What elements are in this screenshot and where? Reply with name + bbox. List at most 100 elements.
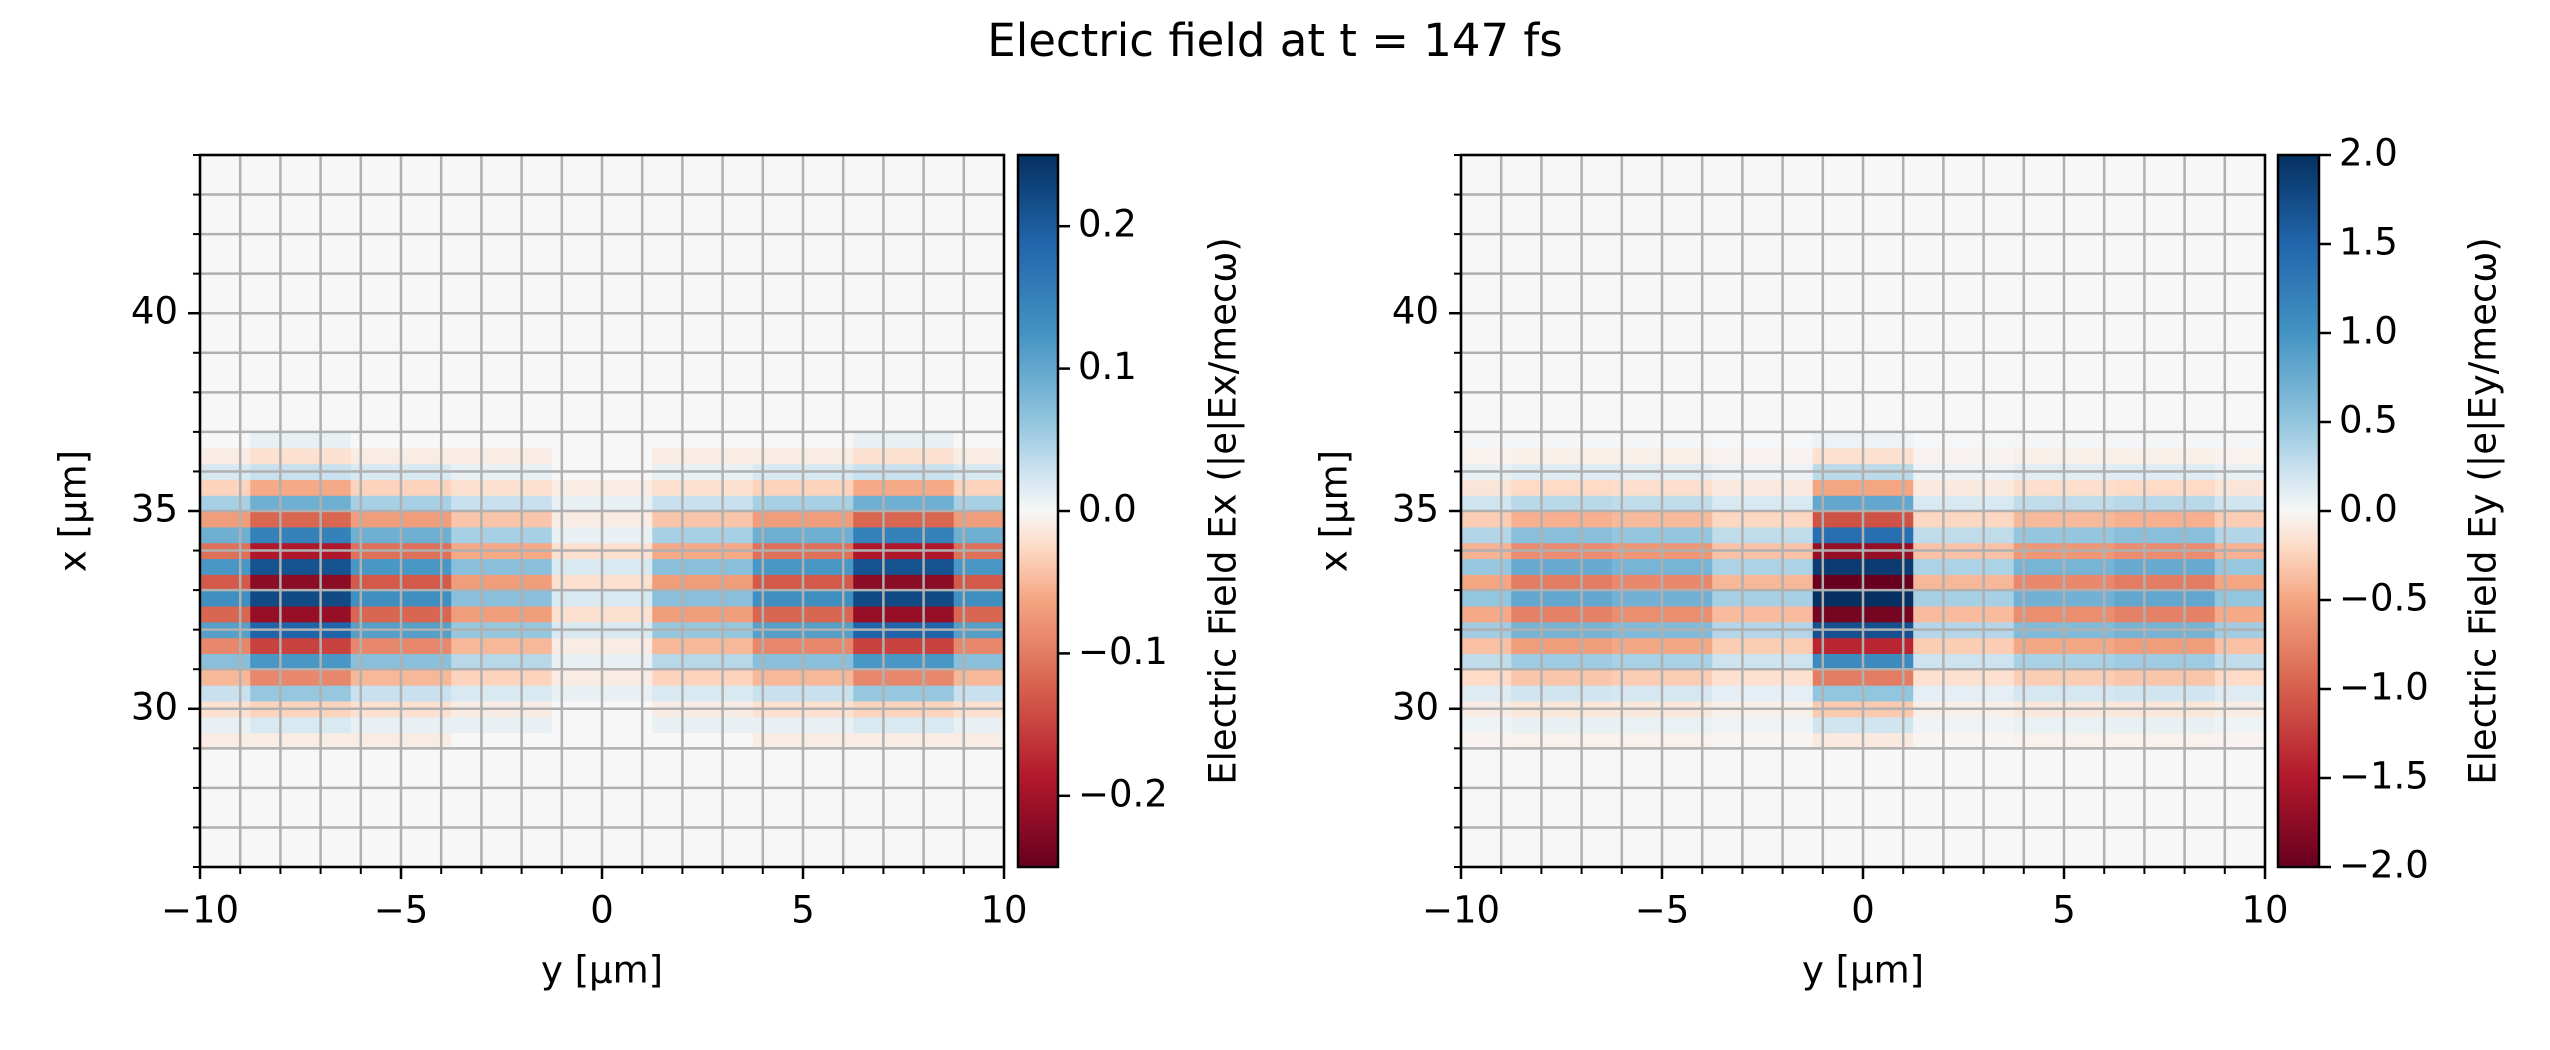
heatmap-cell xyxy=(200,558,251,575)
heatmap-cell xyxy=(1511,479,1613,496)
heatmap-cell xyxy=(2214,716,2265,734)
x-tick-label: 10 xyxy=(980,889,1027,932)
heatmap-cell xyxy=(1712,637,1814,654)
heatmap-cell xyxy=(200,669,251,686)
heatmap-cell xyxy=(652,511,754,528)
heatmap-cell xyxy=(1461,605,1512,623)
heatmap-cell xyxy=(250,558,352,575)
heatmap-cell xyxy=(1712,716,1814,734)
colorbar-tick-label: 0.0 xyxy=(1078,488,1137,531)
heatmap-cell xyxy=(1461,511,1512,528)
figure-title: Electric field at t = 147 fs xyxy=(987,14,1562,67)
y-tick-label: 35 xyxy=(131,488,178,531)
colorbar-tick-label: 0.5 xyxy=(2339,399,2398,442)
x-axis-label: y [µm] xyxy=(541,949,663,992)
heatmap-cell xyxy=(200,431,251,449)
heatmap-cell xyxy=(1913,716,2015,734)
x-tick-label: −5 xyxy=(374,889,429,932)
heatmap-cell xyxy=(2114,511,2216,528)
heatmap-cell xyxy=(853,590,955,607)
heatmap-cell xyxy=(1712,590,1814,607)
heatmap-cell xyxy=(1461,590,1512,607)
heatmap-cell xyxy=(2114,685,2216,702)
heatmap-cell xyxy=(953,495,1004,512)
heatmap-cell xyxy=(2214,495,2265,512)
heatmap-cell xyxy=(853,637,955,654)
heatmap-cell xyxy=(200,653,251,670)
colorbar-tick-label: −2.0 xyxy=(2339,844,2429,887)
heatmap-cell xyxy=(652,479,754,496)
heatmap-cell xyxy=(2214,653,2265,670)
heatmap-cell xyxy=(2214,526,2265,544)
heatmap-cell xyxy=(1511,716,1613,734)
heatmap-cell xyxy=(2214,732,2265,749)
heatmap-cell xyxy=(250,732,352,749)
heatmap-cell xyxy=(200,526,251,544)
heatmap-cell xyxy=(2114,669,2216,686)
heatmap-cell xyxy=(1712,511,1814,528)
y-axis-label: x [µm] xyxy=(1313,450,1356,572)
heatmap-cell xyxy=(2114,558,2216,575)
heatmap-cell xyxy=(250,479,352,496)
colorbar-tick-label: 0.2 xyxy=(1078,203,1137,246)
heatmap-cell xyxy=(953,605,1004,623)
y-tick-label: 35 xyxy=(1392,488,1439,531)
colorbar-tick-label: 2.0 xyxy=(2339,132,2398,175)
heatmap-cell xyxy=(953,511,1004,528)
y-tick-label: 30 xyxy=(1392,685,1439,728)
heatmap-cell xyxy=(200,479,251,496)
heatmap-cell xyxy=(451,447,553,465)
heatmap-cell xyxy=(1913,637,2015,654)
heatmap-cell xyxy=(853,574,955,591)
heatmap-cell xyxy=(2214,669,2265,686)
heatmap-cell xyxy=(200,637,251,654)
heatmap-cell xyxy=(451,590,553,607)
heatmap-cell xyxy=(1913,590,2015,607)
colorbar-tick-label: 0.0 xyxy=(2339,488,2398,531)
heatmap-cell xyxy=(200,511,251,528)
heatmap-cell xyxy=(1712,495,1814,512)
heatmap-cell xyxy=(1511,637,1613,654)
heatmap-cell xyxy=(451,653,553,670)
heatmap-cell xyxy=(2214,605,2265,623)
heatmap-cell xyxy=(652,447,754,465)
heatmap-cell xyxy=(953,558,1004,575)
heatmap-cell xyxy=(2214,479,2265,496)
heatmap-cell xyxy=(1712,526,1814,544)
heatmap-cell xyxy=(853,558,955,575)
heatmap-cell xyxy=(853,479,955,496)
heatmap-cell xyxy=(2114,574,2216,591)
heatmap-cell xyxy=(953,590,1004,607)
heatmap-cell xyxy=(200,590,251,607)
colorbar-tick-label: −1.0 xyxy=(2339,666,2429,709)
x-axis-label: y [µm] xyxy=(1802,949,1924,992)
heatmap-cell xyxy=(953,479,1004,496)
heatmap-cell xyxy=(1461,716,1512,734)
heatmap-cell xyxy=(1712,479,1814,496)
heatmap-cell xyxy=(652,669,754,686)
heatmap-cell xyxy=(1511,605,1613,623)
heatmap-cell xyxy=(2114,605,2216,623)
heatmap-cell xyxy=(451,732,553,749)
heatmap-cell xyxy=(1511,574,1613,591)
heatmap-cell xyxy=(953,685,1004,702)
heatmap-cell xyxy=(2114,716,2216,734)
heatmap-cell xyxy=(1913,558,2015,575)
heatmap-cell xyxy=(250,605,352,623)
heatmap-cell xyxy=(652,732,754,749)
heatmap-cell xyxy=(652,637,754,654)
heatmap-cell xyxy=(1511,669,1613,686)
heatmap-cell xyxy=(250,685,352,702)
heatmap-cell xyxy=(200,495,251,512)
heatmap-cell xyxy=(652,685,754,702)
heatmap-cell xyxy=(1511,526,1613,544)
heatmap-cell xyxy=(953,526,1004,544)
heatmap-cell xyxy=(1712,732,1814,749)
heatmap-cell xyxy=(853,716,955,734)
heatmap-cell xyxy=(2114,732,2216,749)
heatmap-cell xyxy=(200,447,251,465)
heatmap-cell xyxy=(1913,447,2015,465)
heatmap-cell xyxy=(2214,574,2265,591)
heatmap-cell xyxy=(853,669,955,686)
heatmap-cell xyxy=(1461,637,1512,654)
